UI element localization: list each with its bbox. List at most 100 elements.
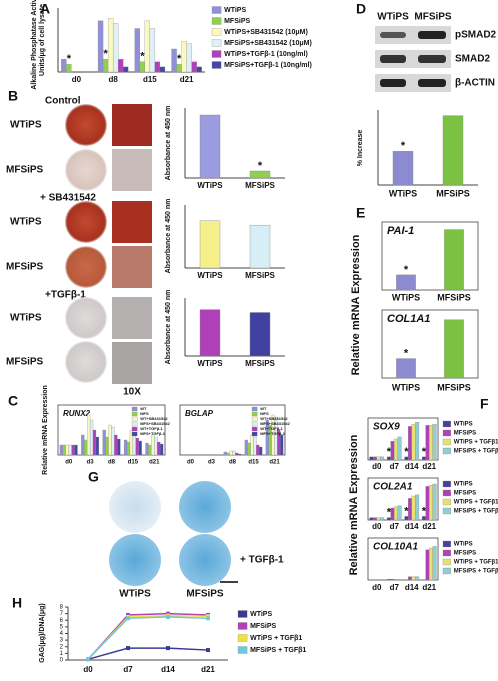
line xyxy=(87,616,209,660)
legend-label: MFSiPS xyxy=(454,431,476,437)
dish-image xyxy=(65,149,107,191)
bar xyxy=(442,115,464,186)
bar xyxy=(432,424,437,461)
marker xyxy=(206,648,210,653)
legend-swatch xyxy=(442,558,451,566)
annotation: * xyxy=(140,51,145,63)
column-label: WTiPS xyxy=(119,589,151,600)
x-tick-label: d0 xyxy=(65,460,73,466)
legend-swatch xyxy=(131,416,138,422)
bar xyxy=(139,61,146,73)
line xyxy=(87,614,209,660)
bar xyxy=(176,64,182,73)
bar xyxy=(186,43,192,73)
bar xyxy=(425,549,430,581)
x-tick-label: d0 xyxy=(372,522,382,531)
panel-label: E xyxy=(356,205,365,221)
x-tick-label: d14 xyxy=(405,462,419,471)
bar xyxy=(97,20,104,73)
bar xyxy=(92,429,97,456)
marker xyxy=(166,646,170,651)
dish-image xyxy=(65,297,107,339)
legend-label: WTiPS + TGFβ1 xyxy=(454,560,498,566)
panel-label: G xyxy=(88,469,99,485)
bar xyxy=(134,28,140,73)
band xyxy=(418,31,446,39)
bar xyxy=(154,436,158,456)
bar xyxy=(59,444,64,456)
legend-label: MFSiPS + TGFβ1 xyxy=(454,569,498,575)
line xyxy=(87,612,209,660)
bar xyxy=(95,436,100,456)
bar xyxy=(244,439,248,456)
bar xyxy=(87,414,91,456)
bar xyxy=(232,450,236,456)
legend-swatch xyxy=(442,438,451,446)
bar xyxy=(138,440,142,456)
bar xyxy=(123,439,128,456)
bar xyxy=(154,61,161,73)
legend-swatch xyxy=(237,610,248,618)
panel-label: H xyxy=(12,595,22,611)
x-tick-label: d7 xyxy=(123,665,133,674)
legend-label: MFS xyxy=(260,411,269,416)
band-label: SMAD2 xyxy=(455,54,490,65)
annotation: * xyxy=(404,264,409,276)
micro-image xyxy=(112,104,152,146)
bar xyxy=(102,429,106,456)
legend-label: MFS+SB431542 xyxy=(260,421,290,426)
bar xyxy=(394,506,398,521)
x-tick-label: d14 xyxy=(405,583,419,592)
micro-image xyxy=(112,246,152,288)
legend-label: WTiPS xyxy=(224,7,246,14)
dish-image xyxy=(65,201,107,243)
y-axis-label: Relative mRNA Expression xyxy=(350,234,362,375)
bar xyxy=(145,442,149,456)
bar xyxy=(280,434,284,456)
x-tick-label: d21 xyxy=(149,460,160,466)
bar xyxy=(181,41,187,73)
legend-label: MFSiPS + TGFβ1 xyxy=(250,647,306,654)
x-tick-label: d3 xyxy=(87,460,95,466)
y-tick-label: 3 xyxy=(60,638,64,644)
legend-swatch xyxy=(211,17,222,25)
bar xyxy=(415,422,420,461)
annotation: * xyxy=(422,505,427,517)
bar xyxy=(394,579,398,581)
legend-label: WTiPS+TGFβ-1 (10ng/ml) xyxy=(224,51,308,58)
x-tick-label: d21 xyxy=(269,460,280,466)
bar xyxy=(380,517,385,521)
band-label: pSMAD2 xyxy=(455,30,497,41)
blot-strip xyxy=(375,26,451,44)
band xyxy=(380,79,406,87)
magnification: 10X xyxy=(123,387,141,398)
bar xyxy=(196,66,202,73)
legend-label: WT+TGFβ-1 xyxy=(260,426,283,431)
legend-swatch xyxy=(442,480,451,488)
legend-label: MFSiPS xyxy=(224,18,250,25)
bar xyxy=(373,517,377,521)
bar xyxy=(151,434,155,456)
annotation: * xyxy=(177,53,182,65)
bar xyxy=(126,441,131,456)
legend-label: WTiPS xyxy=(454,482,473,488)
x-tick-label: d7 xyxy=(390,462,400,471)
bar xyxy=(89,419,94,456)
x-tick-label: d0 xyxy=(83,665,93,674)
annotation: * xyxy=(387,446,392,458)
bar xyxy=(229,450,233,456)
legend-label: WT+TGFβ-1 xyxy=(140,426,163,431)
chart-title: COL2A1 xyxy=(373,482,413,493)
legend-swatch xyxy=(211,61,222,69)
sample-label: MFSiPS xyxy=(6,357,44,368)
y-tick-label: 5 xyxy=(60,624,64,630)
annotation: * xyxy=(401,140,406,152)
micro-image xyxy=(112,342,152,384)
legend-label: WTiPS xyxy=(250,611,272,618)
plot-frame xyxy=(367,417,439,461)
x-tick-label: MFSiPS xyxy=(436,188,470,198)
bar xyxy=(253,436,257,456)
bar xyxy=(249,170,271,179)
chart-title: COL10A1 xyxy=(373,542,418,553)
legend-swatch xyxy=(211,28,222,36)
